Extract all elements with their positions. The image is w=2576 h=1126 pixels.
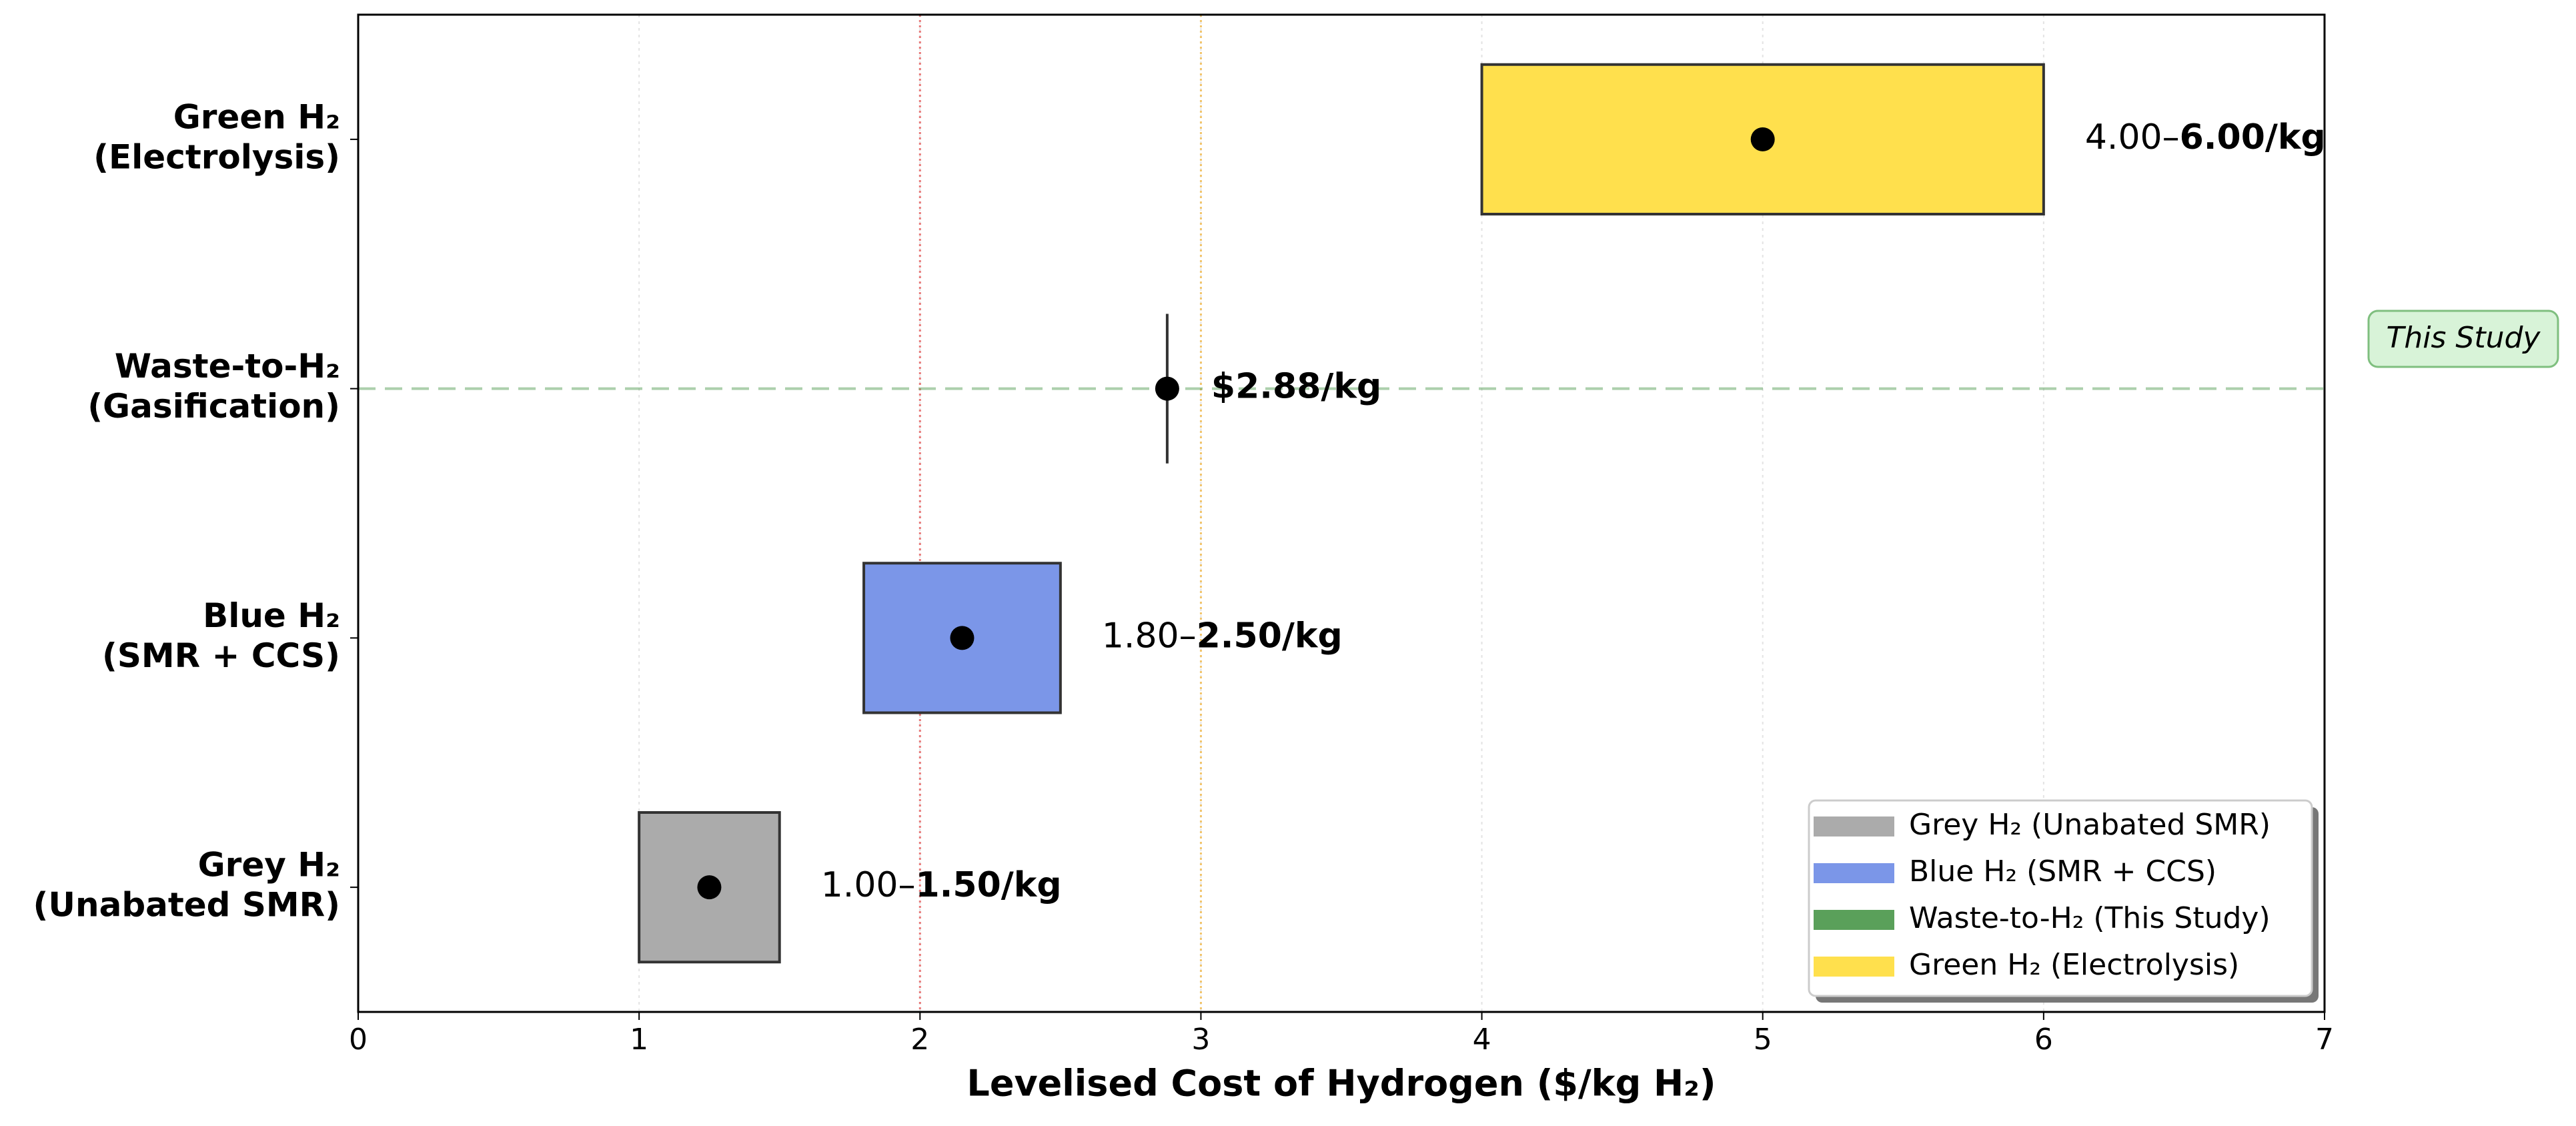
value-label-high: 6.00/kg [2180,117,2326,157]
x-tick-label: 4 [1473,1023,1491,1057]
value-label: 4.00–6.00/kg [2085,117,2326,157]
legend-label: Grey H₂ (Unabated SMR) [1909,808,2271,842]
value-label-point: $2.88/kg [1211,367,1381,407]
value-label-low: 1.00– [821,865,916,905]
y-tick-label: (Electrolysis) [93,137,340,176]
legend-swatch [1814,957,1894,977]
x-tick-label: 6 [2034,1023,2053,1057]
value-label: 1.80–2.50/kg [1102,616,1343,656]
point [1750,127,1775,151]
value-label-low: 4.00– [2085,117,2180,157]
legend [1808,799,2313,997]
x-tick-label: 0 [349,1023,368,1057]
x-tick-label: 3 [1191,1023,1210,1057]
legend-label: Green H₂ (Electrolysis) [1909,948,2239,982]
annotation: This Study [2387,321,2541,355]
y-tick-label: (SMR + CCS) [102,636,340,675]
legend-label: Blue H₂ (SMR + CCS) [1909,855,2216,889]
y-tick-label: Green H₂ [173,97,340,136]
point [697,875,722,900]
y-tick-label: Blue H₂ [203,596,340,635]
y-tick-label: Waste-to-H₂ [115,347,340,386]
point [950,626,975,650]
value-label-low: 1.80– [1102,616,1197,656]
x-tick-label: 5 [1754,1023,1772,1057]
y-tick-label: Grey H₂ [198,846,340,885]
y-tick-label: (Gasification) [87,387,340,426]
x-tick-label: 1 [630,1023,648,1057]
y-tick-label: (Unabated SMR) [33,886,340,925]
legend-swatch [1814,910,1894,930]
range-bar [638,811,781,964]
x-tick-label: 7 [2315,1023,2334,1057]
value-label: $2.88/kg [1211,367,1381,407]
value-label-high: 1.50/kg [915,865,1061,905]
annotation-box [2367,310,2559,368]
value-label-high: 2.50/kg [1197,616,1343,656]
x-axis-label: Levelised Cost of Hydrogen ($/kg H₂) [967,1063,1716,1105]
point [1155,376,1179,401]
legend-label: Waste-to-H₂ (This Study) [1909,901,2271,935]
legend-swatch [1814,816,1894,836]
x-tick-label: 2 [910,1023,929,1057]
value-label: 1.00–1.50/kg [821,865,1062,905]
legend-swatch [1814,863,1894,883]
plot-frame [357,13,2326,1013]
